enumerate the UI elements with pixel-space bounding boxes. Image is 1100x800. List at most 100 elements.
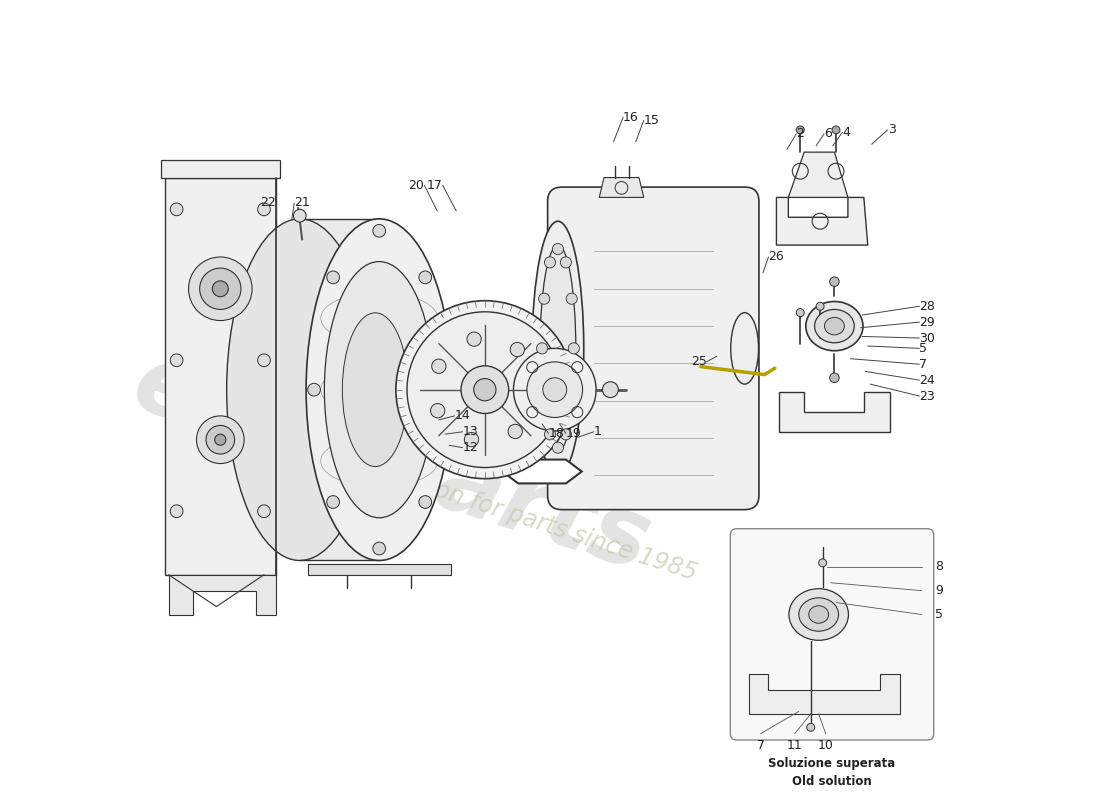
Circle shape bbox=[419, 496, 431, 508]
Circle shape bbox=[474, 378, 496, 401]
Circle shape bbox=[569, 342, 580, 354]
Text: 8: 8 bbox=[935, 560, 944, 574]
Circle shape bbox=[327, 496, 340, 508]
Text: 7: 7 bbox=[920, 358, 927, 370]
Text: 4: 4 bbox=[843, 126, 850, 138]
Ellipse shape bbox=[799, 598, 838, 631]
Circle shape bbox=[552, 442, 563, 454]
Circle shape bbox=[200, 268, 241, 310]
Text: 21: 21 bbox=[294, 197, 310, 210]
Polygon shape bbox=[749, 674, 900, 714]
Circle shape bbox=[438, 383, 451, 396]
Ellipse shape bbox=[342, 313, 408, 466]
Circle shape bbox=[396, 301, 574, 478]
Text: 17: 17 bbox=[427, 179, 442, 192]
Circle shape bbox=[508, 424, 522, 438]
Text: 28: 28 bbox=[920, 300, 935, 313]
Ellipse shape bbox=[814, 310, 855, 342]
Polygon shape bbox=[299, 219, 380, 561]
Circle shape bbox=[170, 505, 183, 518]
Circle shape bbox=[257, 354, 271, 366]
Circle shape bbox=[206, 426, 234, 454]
Circle shape bbox=[170, 203, 183, 216]
Circle shape bbox=[212, 281, 229, 297]
Ellipse shape bbox=[324, 262, 435, 518]
Circle shape bbox=[468, 332, 482, 346]
Text: Soluzione superata: Soluzione superata bbox=[769, 758, 895, 770]
Polygon shape bbox=[779, 392, 890, 432]
Ellipse shape bbox=[306, 219, 452, 561]
Text: 16: 16 bbox=[623, 110, 639, 124]
Ellipse shape bbox=[808, 606, 828, 623]
Text: 23: 23 bbox=[920, 390, 935, 402]
Ellipse shape bbox=[540, 245, 575, 452]
Text: 24: 24 bbox=[920, 374, 935, 386]
Text: 11: 11 bbox=[786, 739, 803, 752]
Polygon shape bbox=[168, 574, 276, 614]
Text: 22: 22 bbox=[261, 197, 276, 210]
Circle shape bbox=[566, 293, 578, 304]
Circle shape bbox=[188, 257, 252, 321]
Polygon shape bbox=[600, 178, 643, 198]
Circle shape bbox=[373, 542, 386, 555]
Circle shape bbox=[539, 393, 550, 403]
Circle shape bbox=[327, 271, 340, 284]
Text: 9: 9 bbox=[935, 584, 943, 597]
Circle shape bbox=[796, 309, 804, 317]
Polygon shape bbox=[789, 152, 848, 198]
Circle shape bbox=[464, 433, 478, 446]
Circle shape bbox=[527, 362, 583, 418]
Text: 25: 25 bbox=[691, 355, 706, 368]
Text: 13: 13 bbox=[463, 426, 478, 438]
Circle shape bbox=[461, 366, 508, 414]
Circle shape bbox=[257, 505, 271, 518]
Text: 3: 3 bbox=[888, 123, 895, 136]
Circle shape bbox=[816, 302, 824, 310]
Circle shape bbox=[806, 723, 815, 731]
Circle shape bbox=[430, 403, 444, 418]
Circle shape bbox=[214, 434, 225, 446]
Circle shape bbox=[407, 312, 563, 467]
Circle shape bbox=[539, 293, 550, 304]
Circle shape bbox=[529, 386, 543, 399]
Text: a passion for parts since 1985: a passion for parts since 1985 bbox=[353, 453, 700, 586]
Circle shape bbox=[170, 354, 183, 366]
Ellipse shape bbox=[532, 222, 584, 475]
Text: 7: 7 bbox=[757, 739, 764, 752]
Circle shape bbox=[537, 342, 548, 354]
Circle shape bbox=[544, 257, 556, 268]
Polygon shape bbox=[308, 565, 451, 574]
Text: 1: 1 bbox=[594, 426, 602, 438]
Circle shape bbox=[510, 342, 525, 357]
Circle shape bbox=[529, 382, 543, 397]
Circle shape bbox=[832, 126, 840, 134]
Ellipse shape bbox=[806, 302, 864, 350]
Text: europarts: europarts bbox=[121, 336, 661, 591]
Text: 12: 12 bbox=[463, 441, 478, 454]
Polygon shape bbox=[165, 178, 276, 574]
Polygon shape bbox=[161, 160, 279, 178]
FancyBboxPatch shape bbox=[730, 529, 934, 740]
Text: 5: 5 bbox=[935, 608, 944, 621]
Circle shape bbox=[373, 225, 386, 237]
Text: 18: 18 bbox=[549, 427, 564, 440]
Ellipse shape bbox=[730, 313, 759, 384]
Circle shape bbox=[257, 203, 271, 216]
FancyBboxPatch shape bbox=[548, 187, 759, 510]
Text: 30: 30 bbox=[920, 331, 935, 345]
Circle shape bbox=[796, 126, 804, 134]
Circle shape bbox=[552, 243, 563, 254]
Text: 14: 14 bbox=[454, 410, 471, 422]
Text: 2: 2 bbox=[796, 127, 804, 140]
Circle shape bbox=[566, 393, 578, 403]
Text: Old solution: Old solution bbox=[792, 775, 872, 788]
Circle shape bbox=[603, 382, 618, 398]
Ellipse shape bbox=[825, 318, 845, 335]
Circle shape bbox=[829, 277, 839, 286]
Circle shape bbox=[543, 378, 566, 402]
Ellipse shape bbox=[227, 219, 373, 561]
Text: 15: 15 bbox=[644, 114, 660, 127]
Text: 10: 10 bbox=[817, 739, 834, 752]
Circle shape bbox=[431, 359, 446, 374]
Circle shape bbox=[544, 429, 556, 440]
